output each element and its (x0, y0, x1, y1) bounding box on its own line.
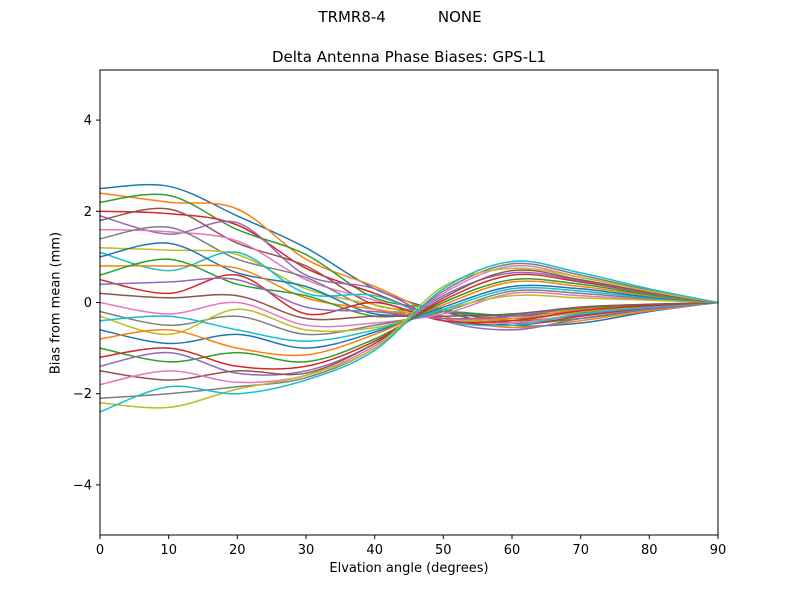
x-tick-label: 40 (366, 543, 383, 558)
series-line (99, 251, 719, 327)
series-line (99, 215, 719, 331)
x-tick-label: 0 (96, 543, 104, 558)
chart-title: Delta Antenna Phase Biases: GPS-L1 (271, 48, 547, 66)
y-axis-label: Bias from mean (mm) (48, 231, 64, 375)
x-tick-label: 50 (435, 543, 452, 558)
series-line (99, 280, 719, 357)
series-line (99, 260, 719, 413)
y-tick-label: 4 (84, 114, 92, 129)
suptitle-radome: NONE (437, 8, 482, 26)
y-tick-label: −4 (73, 478, 92, 493)
x-tick-label: 10 (160, 543, 177, 558)
x-tick-label: 70 (572, 543, 589, 558)
series-line (99, 267, 719, 409)
tick-marks (96, 119, 719, 539)
series-line (99, 193, 719, 325)
x-tick-label: 60 (504, 543, 521, 558)
series-line (99, 192, 719, 329)
y-tick-label: −2 (73, 387, 92, 402)
x-axis-label: Elvation angle (degrees) (329, 561, 489, 576)
series-line (99, 274, 719, 324)
x-tick-label: 90 (710, 543, 727, 558)
figure-suptitle: TRMR8-4 NONE (0, 8, 800, 26)
series-line (99, 269, 719, 381)
x-tick-label: 80 (641, 543, 658, 558)
y-tick-label: 0 (84, 296, 92, 311)
y-tick-label: 2 (84, 205, 92, 220)
series-lines (99, 183, 719, 413)
tick-labels: 0 10 20 30 40 50 60 70 80 90 −4 −2 0 2 4 (73, 114, 726, 558)
x-tick-label: 20 (229, 543, 246, 558)
suptitle-antenna: TRMR8-4 (318, 8, 386, 26)
x-tick-label: 30 (298, 543, 315, 558)
